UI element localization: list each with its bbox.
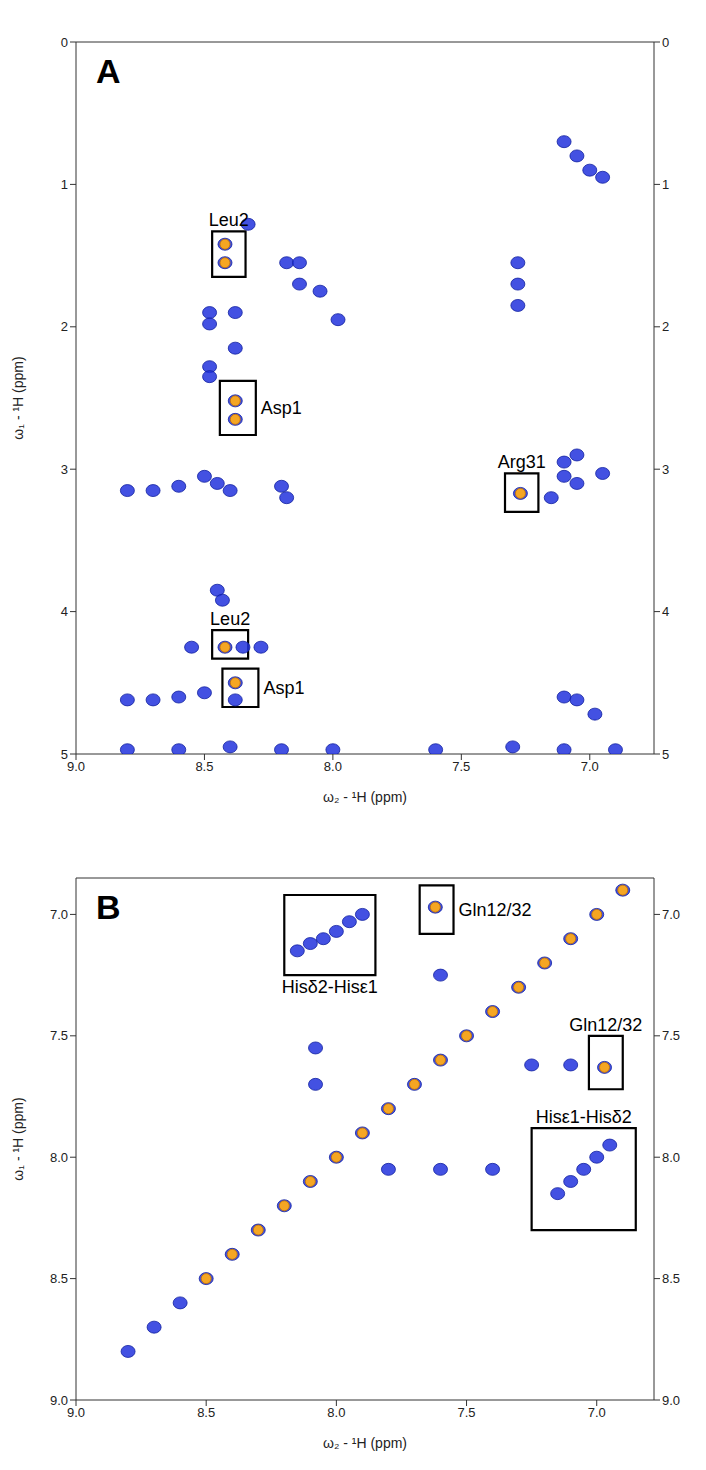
svg-text:7.0: 7.0 [588, 1405, 606, 1420]
svg-text:ω₁ - ¹H (ppm): ω₁ - ¹H (ppm) [10, 356, 26, 439]
svg-text:Gln12/32: Gln12/32 [459, 900, 532, 920]
html-text:A: A [96, 52, 121, 90]
svg-text:3: 3 [662, 462, 669, 477]
svg-text:Asp1: Asp1 [263, 678, 304, 698]
svg-text:ω₂ - ¹H (ppm): ω₂ - ¹H (ppm) [323, 789, 407, 805]
html-text:B: B [96, 888, 121, 926]
svg-text:8.0: 8.0 [50, 1150, 68, 1165]
svg-text:8.5: 8.5 [197, 1405, 215, 1420]
svg-text:8.0: 8.0 [327, 1405, 345, 1420]
svg-text:7.0: 7.0 [581, 759, 599, 774]
svg-text:8.0: 8.0 [324, 759, 342, 774]
svg-text:8.0: 8.0 [662, 1150, 680, 1165]
svg-text:Hisδ2-Hisε1: Hisδ2-Hisε1 [282, 977, 378, 997]
svg-text:Arg31: Arg31 [498, 452, 546, 472]
svg-text:5: 5 [61, 747, 68, 762]
svg-text:9.0: 9.0 [662, 1393, 680, 1408]
svg-text:Gln12/32: Gln12/32 [569, 1015, 642, 1035]
svg-text:3: 3 [61, 462, 68, 477]
svg-text:7.0: 7.0 [50, 907, 68, 922]
svg-text:ω₁ - ¹H (ppm): ω₁ - ¹H (ppm) [10, 1097, 26, 1180]
svg-text:Hisε1-Hisδ2: Hisε1-Hisδ2 [536, 1107, 632, 1127]
svg-text:8.5: 8.5 [195, 759, 213, 774]
svg-text:5: 5 [662, 747, 669, 762]
svg-text:2: 2 [662, 319, 669, 334]
svg-text:2: 2 [61, 319, 68, 334]
svg-text:1: 1 [61, 177, 68, 192]
svg-text:0: 0 [662, 35, 669, 50]
svg-text:9.0: 9.0 [67, 1405, 85, 1420]
svg-text:Asp1: Asp1 [261, 398, 302, 418]
svg-text:8.5: 8.5 [50, 1271, 68, 1286]
svg-text:7.5: 7.5 [452, 759, 470, 774]
svg-text:7.0: 7.0 [662, 907, 680, 922]
svg-text:7.5: 7.5 [662, 1028, 680, 1043]
svg-text:9.0: 9.0 [50, 1393, 68, 1408]
svg-text:0: 0 [61, 35, 68, 50]
svg-text:ω₂ - ¹H (ppm): ω₂ - ¹H (ppm) [323, 1435, 407, 1451]
svg-text:7.5: 7.5 [50, 1028, 68, 1043]
svg-text:9.0: 9.0 [67, 759, 85, 774]
svg-text:7.5: 7.5 [458, 1405, 476, 1420]
svg-text:4: 4 [662, 604, 669, 619]
svg-text:8.5: 8.5 [662, 1271, 680, 1286]
svg-text:4: 4 [61, 604, 68, 619]
svg-text:1: 1 [662, 177, 669, 192]
svg-text:Leu2: Leu2 [210, 609, 250, 629]
svg-text:Leu2: Leu2 [209, 210, 249, 230]
